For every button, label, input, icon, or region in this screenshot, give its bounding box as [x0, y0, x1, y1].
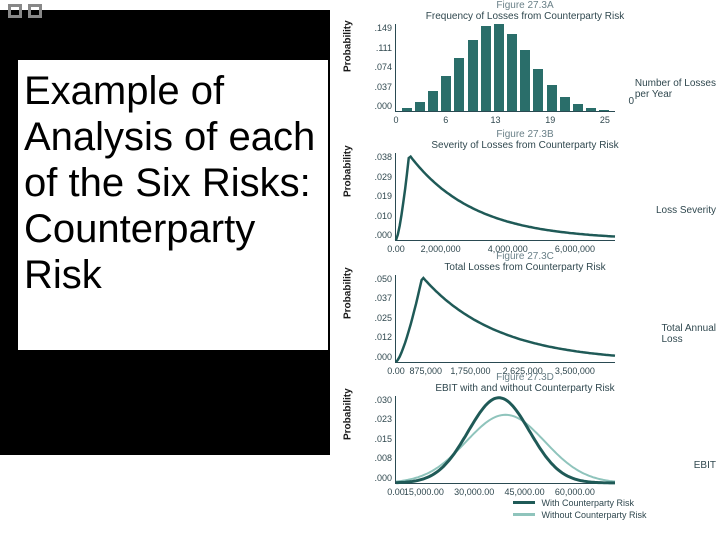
bar — [507, 34, 517, 111]
tick-label: .019 — [352, 192, 392, 201]
panel-b-side-label: Loss Severity — [656, 205, 716, 216]
title-white-box: Example of Analysis of each of the Six R… — [18, 60, 328, 350]
corner-bullets — [8, 4, 42, 18]
bar — [560, 97, 570, 111]
tick-label: 6 — [443, 115, 448, 125]
tick-label: .025 — [352, 314, 392, 323]
bullet-square-icon — [28, 4, 42, 18]
panel-a-right-zero: 0 — [628, 96, 634, 107]
panel-d-title: EBIT with and without Counterparty Risk — [435, 383, 614, 394]
panel-c-title: Total Losses from Counterparty Risk — [444, 262, 605, 273]
curve-path — [396, 415, 615, 482]
panel-d: Figure 27.3D EBIT with and without Count… — [330, 372, 720, 540]
charts-column: Figure 27.3A Frequency of Losses from Co… — [330, 0, 720, 540]
bar — [428, 91, 438, 111]
bar — [520, 50, 530, 111]
tick-label: .000 — [352, 102, 392, 111]
panel-a-bars — [396, 24, 615, 111]
panel-c-side-label: Total Annual Loss — [662, 323, 717, 345]
bar — [481, 26, 491, 111]
tick-label: .000 — [352, 474, 392, 483]
legend-swatch-icon — [513, 501, 535, 504]
panel-d-fig-label: Figure 27.3D — [496, 372, 554, 383]
curve-path — [396, 157, 615, 240]
bar — [573, 104, 583, 111]
tick-label: .038 — [352, 153, 392, 162]
tick-label: 45,000.00 — [505, 487, 545, 497]
bullet-square-icon — [8, 4, 22, 18]
tick-label: 25 — [600, 115, 610, 125]
panel-d-side-label: EBIT — [694, 460, 716, 471]
curve-path — [396, 398, 615, 483]
tick-label: .008 — [352, 454, 392, 463]
panel-b-title: Severity of Losses from Counterparty Ris… — [431, 140, 618, 151]
tick-label: .037 — [352, 294, 392, 303]
bar — [415, 102, 425, 111]
panel-c: Figure 27.3C Total Losses from Counterpa… — [330, 251, 720, 371]
tick-label: .030 — [352, 396, 392, 405]
bar — [441, 76, 451, 111]
panel-d-curve — [396, 396, 615, 483]
tick-label: .023 — [352, 415, 392, 424]
bar — [533, 69, 543, 111]
tick-label: 15,000.00 — [404, 487, 444, 497]
tick-label: 60,000.00 — [555, 487, 595, 497]
panel-a-fig-label: Figure 27.3A — [496, 0, 553, 11]
legend-label: Without Counterparty Risk — [541, 510, 646, 520]
tick-label: .149 — [352, 24, 392, 33]
panel-a-yticks: .149 .111 .074 .037 .000 — [352, 24, 392, 111]
panel-a-title: Frequency of Losses from Counterparty Ri… — [426, 11, 624, 22]
slide-title: Example of Analysis of each of the Six R… — [24, 68, 322, 298]
panel-a-plot: .149.111.074.037.000 06131925 — [395, 24, 615, 112]
curve-path — [396, 278, 615, 362]
panel-a-side-label-l1: Number of Losses per Year — [635, 78, 716, 100]
panel-d-plot: .030.023.015.008.000 0.0015,000.0030,000… — [395, 396, 615, 484]
panel-a-xticks: 0 6 13 19 25 — [396, 115, 615, 125]
tick-label: 0 — [393, 115, 398, 125]
tick-label: .000 — [352, 353, 392, 362]
panel-a: Figure 27.3A Frequency of Losses from Co… — [330, 0, 720, 128]
tick-label: .074 — [352, 63, 392, 72]
slide: Example of Analysis of each of the Six R… — [0, 0, 720, 540]
legend-row: Without Counterparty Risk — [513, 510, 646, 520]
panel-b: Figure 27.3B Severity of Losses from Cou… — [330, 129, 720, 249]
panel-d-yticks: .030 .023 .015 .008 .000 — [352, 396, 392, 483]
tick-label: .012 — [352, 333, 392, 342]
tick-label: 30,000.00 — [454, 487, 494, 497]
panel-d-legend: With Counterparty Risk Without Counterpar… — [513, 498, 646, 520]
legend-row: With Counterparty Risk — [513, 498, 646, 508]
panel-b-plot: .038.029.019.010.000 0.002,000,0004,000,… — [395, 153, 615, 241]
panel-c-side-label-l1: Total Annual Loss — [662, 323, 717, 345]
panel-b-fig-label: Figure 27.3B — [496, 129, 553, 140]
panel-b-yticks: .038 .029 .019 .010 .000 — [352, 153, 392, 240]
tick-label: .111 — [352, 44, 392, 53]
tick-label: .000 — [352, 231, 392, 240]
tick-label: .050 — [352, 275, 392, 284]
panel-a-side-label: Number of Losses per Year — [635, 78, 716, 100]
bar — [599, 110, 609, 111]
panel-b-curve — [396, 153, 615, 240]
bar — [402, 108, 412, 111]
legend-label: With Counterparty Risk — [541, 498, 634, 508]
bar — [586, 108, 596, 111]
bar — [454, 58, 464, 111]
tick-label: 19 — [545, 115, 555, 125]
tick-label: .029 — [352, 173, 392, 182]
tick-label: .010 — [352, 212, 392, 221]
tick-label: .037 — [352, 83, 392, 92]
panel-c-plot: .050.037.025.012.000 0.00875,0001,750,00… — [395, 275, 615, 363]
bar — [494, 24, 504, 111]
legend-swatch-icon — [513, 513, 535, 516]
bar — [547, 85, 557, 111]
tick-label: 0.00 — [387, 487, 405, 497]
panel-c-yticks: .050 .037 .025 .012 .000 — [352, 275, 392, 362]
panel-d-xticks: 0.0015,000.0030,000.0045,000.0060,000.00 — [396, 487, 615, 497]
panel-c-curve — [396, 275, 615, 362]
tick-label: 13 — [490, 115, 500, 125]
bar — [468, 40, 478, 111]
tick-label: .015 — [352, 435, 392, 444]
panel-c-fig-label: Figure 27.3C — [496, 251, 554, 262]
